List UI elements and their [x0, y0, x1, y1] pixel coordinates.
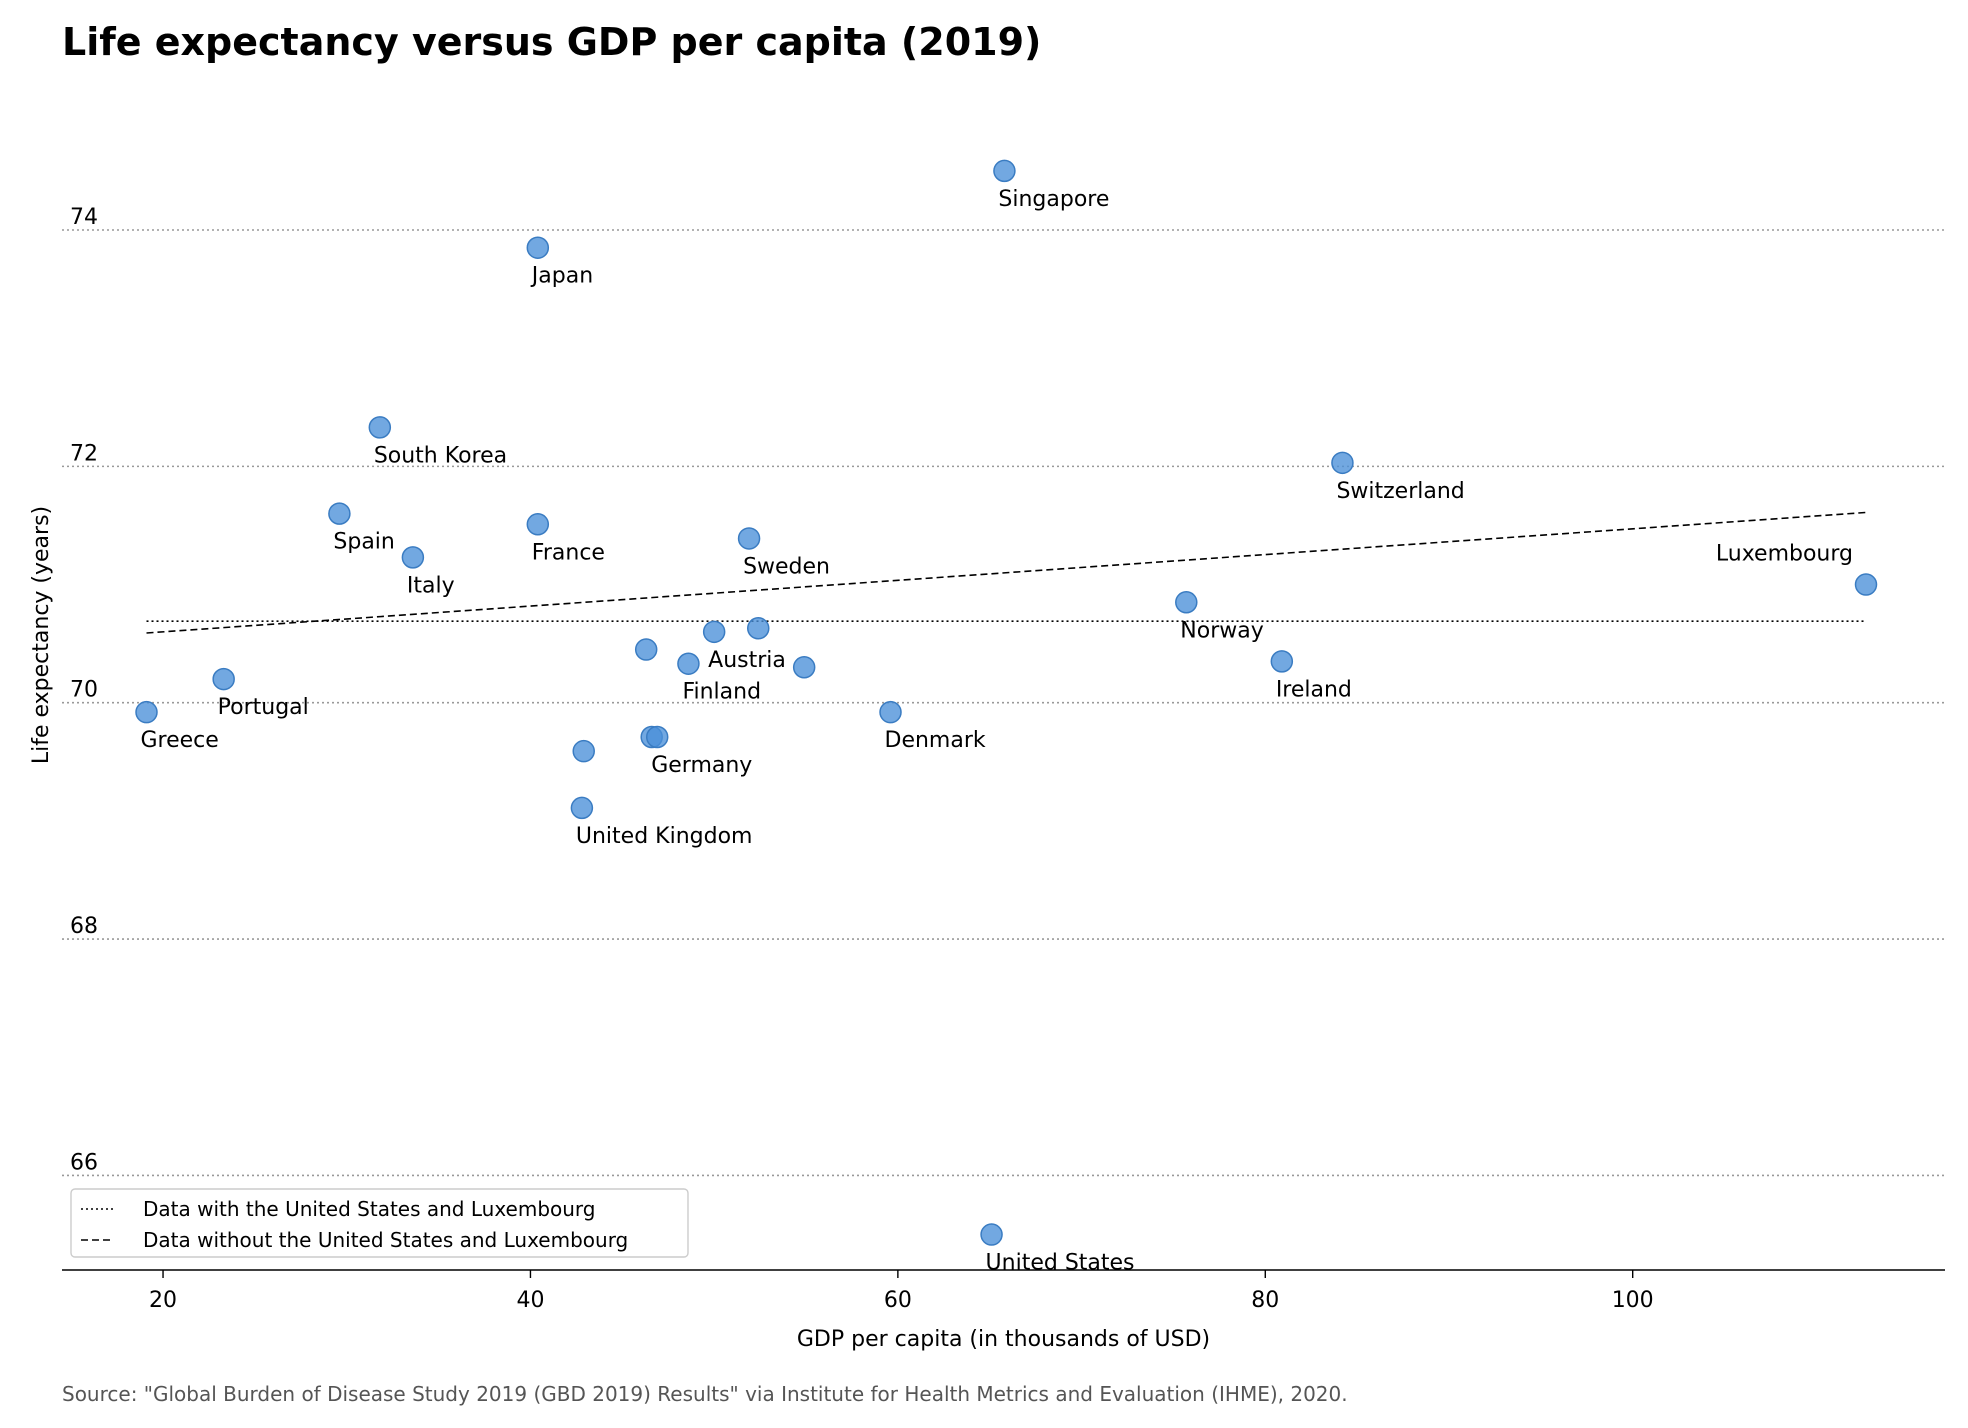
- data-point: [526, 513, 550, 536]
- y-tick-label: 68: [70, 914, 98, 939]
- data-point: [1175, 591, 1198, 614]
- data-point: [526, 236, 550, 259]
- x-tick-label: 40: [516, 1288, 544, 1313]
- x-tick-label: 20: [149, 1288, 177, 1313]
- data-point: [212, 667, 235, 691]
- data-point: [1854, 573, 1878, 596]
- data-point: [570, 796, 594, 820]
- legend-label: Data with the United States and Luxembou…: [143, 1197, 596, 1221]
- trend-line-filtered: [146, 511, 1867, 634]
- point-label: Sweden: [743, 554, 830, 579]
- point-label: Italy: [407, 573, 455, 598]
- data-point: [135, 700, 158, 724]
- data-point: [645, 725, 669, 749]
- data-point: [677, 652, 700, 675]
- data-point: [401, 546, 425, 569]
- x-tick-label: 100: [1612, 1288, 1654, 1313]
- x-axis-label: GDP per capita (in thousands of USD): [797, 1327, 1210, 1352]
- point-label: Luxembourg: [1716, 542, 1853, 567]
- data-point: [993, 159, 1016, 183]
- point-label: Austria: [708, 648, 786, 673]
- point-label: Singapore: [998, 187, 1109, 212]
- data-point: [747, 617, 770, 640]
- y-axis-label: Life expectancy (years): [29, 506, 54, 764]
- y-tick-label: 66: [70, 1150, 98, 1175]
- x-tick-label: 60: [884, 1288, 912, 1313]
- point-label: Germany: [651, 753, 752, 778]
- point-label: United Kingdom: [576, 824, 753, 849]
- point-label: Finland: [682, 680, 761, 705]
- y-tick-label: 72: [70, 441, 98, 466]
- data-point: [1331, 451, 1354, 475]
- data-point: [737, 527, 761, 550]
- y-tick-label: 74: [70, 205, 98, 230]
- source-note: Source: "Global Burden of Disease Study …: [62, 1382, 1348, 1406]
- point-label: Greece: [141, 728, 219, 753]
- data-point: [702, 620, 726, 644]
- chart-title: Life expectancy versus GDP per capita (2…: [62, 20, 1042, 64]
- x-tick-label: 80: [1251, 1288, 1279, 1313]
- point-label: Ireland: [1276, 677, 1352, 702]
- point-label: South Korea: [374, 443, 507, 468]
- point-label: Spain: [333, 530, 394, 555]
- data-point: [634, 638, 658, 661]
- legend-box: [70, 1188, 689, 1258]
- point-label: Denmark: [885, 728, 986, 753]
- y-tick-label: 70: [70, 678, 98, 703]
- data-point: [792, 656, 816, 679]
- data-point: [368, 416, 392, 439]
- data-point: [572, 739, 595, 763]
- point-label: Portugal: [218, 695, 309, 720]
- data-point: [1270, 650, 1294, 673]
- point-label: Norway: [1180, 618, 1263, 643]
- data-point: [980, 1223, 1003, 1246]
- point-label: Switzerland: [1336, 479, 1464, 504]
- data-point: [328, 502, 351, 525]
- point-label: Japan: [530, 264, 593, 289]
- point-label: United States: [986, 1251, 1135, 1276]
- legend-label: Data without the United States and Luxem…: [143, 1228, 628, 1252]
- data-point: [879, 700, 902, 724]
- point-label: France: [532, 540, 605, 565]
